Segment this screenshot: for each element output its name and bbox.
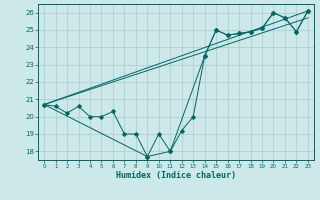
X-axis label: Humidex (Indice chaleur): Humidex (Indice chaleur) (116, 171, 236, 180)
